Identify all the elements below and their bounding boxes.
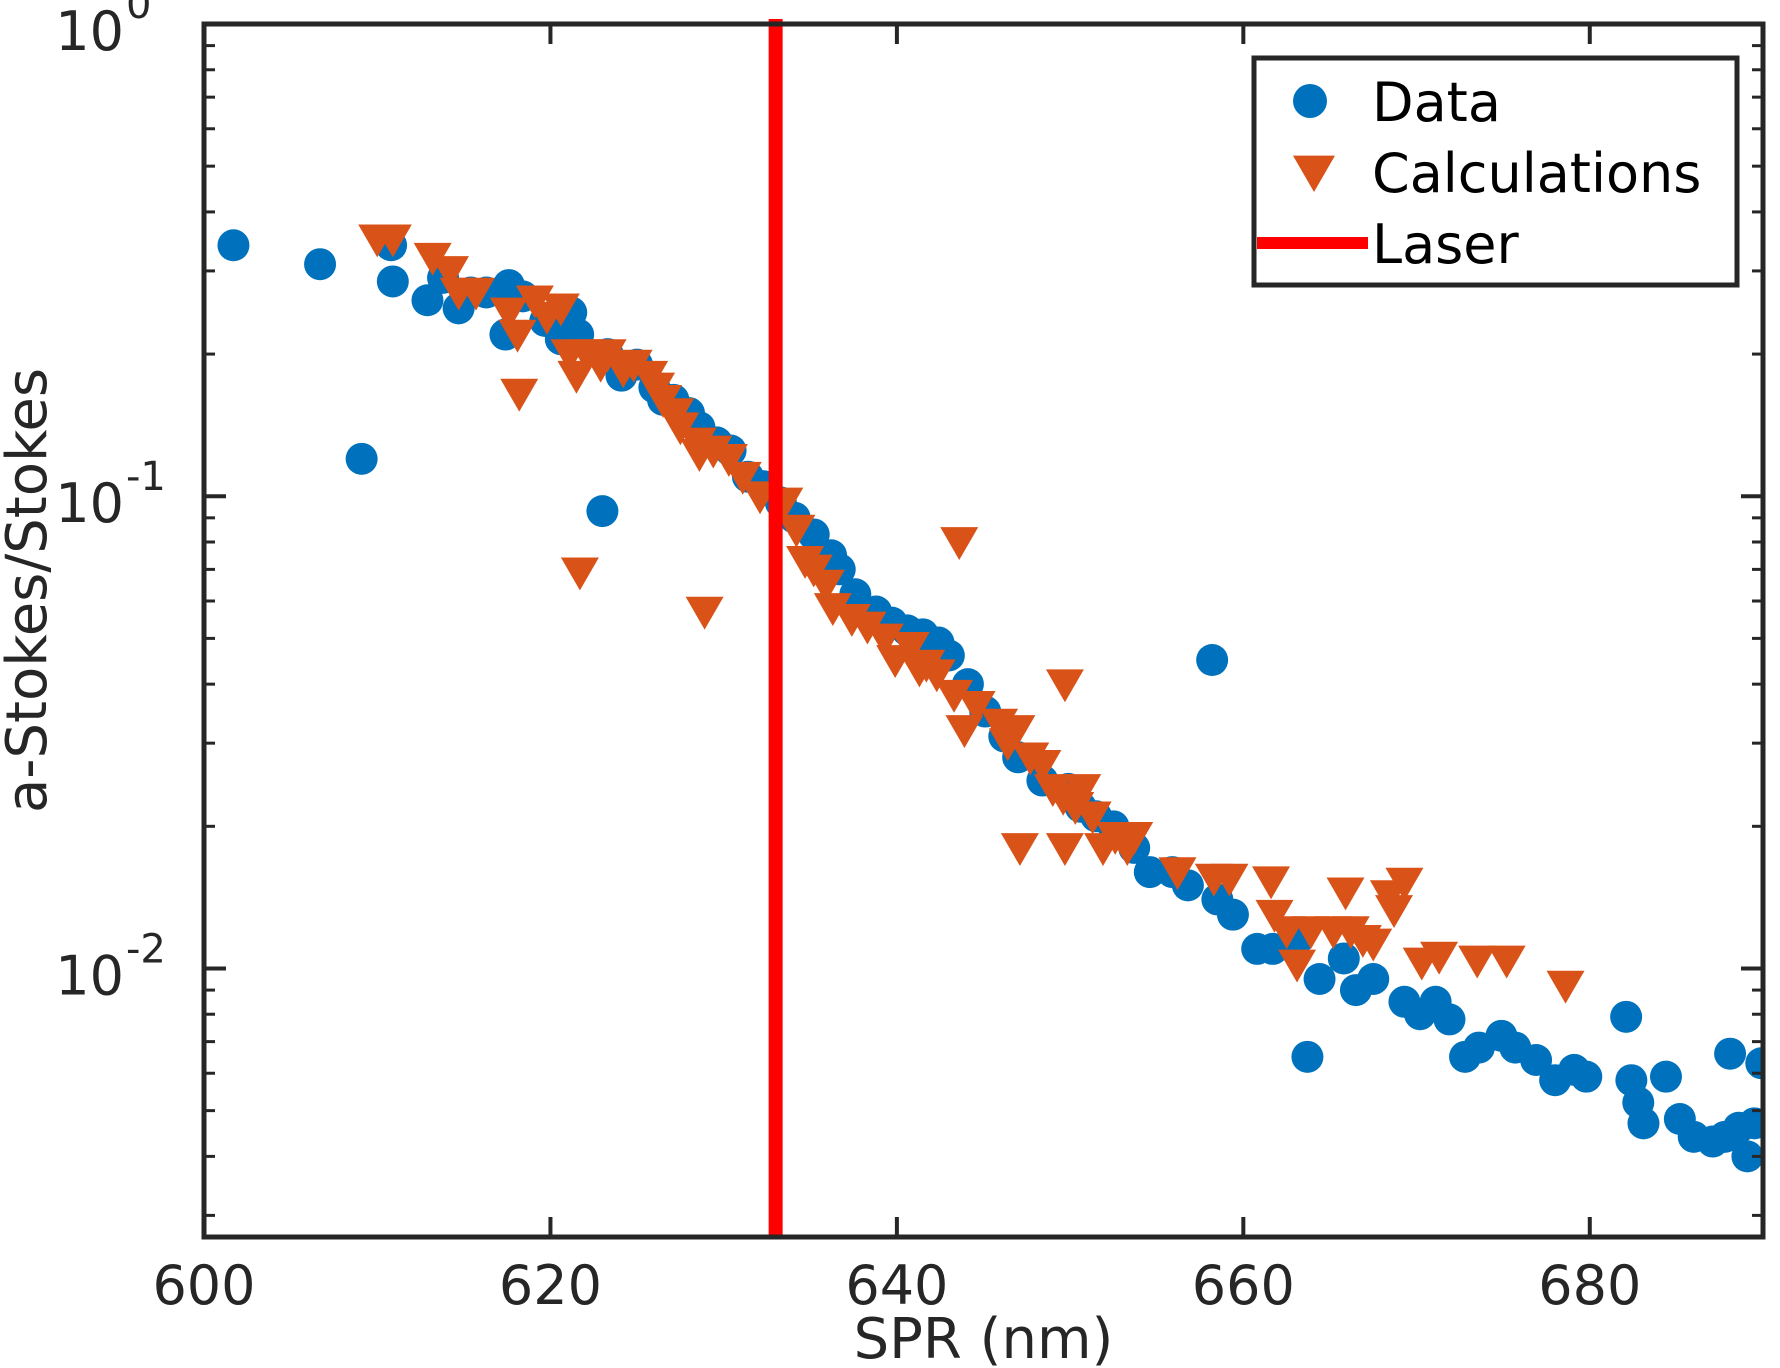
calculation-point [1000, 833, 1039, 866]
x-tick-label: 600 [152, 1254, 255, 1317]
calculation-point [935, 679, 974, 713]
data-point [586, 495, 619, 528]
x-tick-label: 660 [1192, 1254, 1295, 1317]
legend-calculations-label: Calculations [1372, 142, 1701, 205]
calculation-point [498, 319, 537, 353]
calculation-point [373, 224, 412, 258]
calculation-point [1375, 895, 1414, 929]
y-axis-label: a-Stokes/Stokes [0, 368, 60, 813]
legend-calculations-marker [1293, 155, 1335, 192]
calculation-point [1073, 801, 1112, 835]
data-point [1256, 932, 1289, 965]
y-tick-exponent: 0 [126, 0, 151, 28]
data-point [304, 248, 337, 281]
calculation-point [500, 378, 539, 412]
calculation-point [1354, 928, 1393, 962]
x-axis-label: SPR (nm) [854, 1307, 1114, 1368]
y-tick-label: 10 [55, 472, 124, 535]
x-tick-label: 620 [499, 1254, 602, 1317]
data-point [1196, 644, 1229, 677]
y-tick-label: 10 [55, 0, 124, 63]
data-point [1745, 1047, 1763, 1080]
data-point [1303, 962, 1336, 995]
calculation-point [1023, 749, 1062, 783]
data-point [1520, 1043, 1553, 1076]
calculation-point [917, 659, 956, 693]
calculation-point [560, 557, 599, 591]
data-point [1731, 1140, 1763, 1173]
data-point [1433, 1003, 1466, 1036]
calculation-point [1267, 916, 1306, 950]
calculation-point [865, 623, 904, 657]
data-point [1570, 1060, 1603, 1093]
calculation-point [430, 256, 469, 289]
calculation-point [1158, 857, 1197, 891]
x-axis: 600 620 640 660 680 [152, 24, 1641, 1317]
data-point [1216, 898, 1249, 931]
data-point [411, 284, 444, 317]
data-point [1627, 1107, 1660, 1140]
data-point [217, 229, 250, 262]
calculation-point [709, 444, 748, 477]
y-tick-exponent: -2 [126, 926, 166, 972]
calculation-point [1326, 877, 1365, 911]
calculation-point [1252, 866, 1291, 900]
data-point [345, 442, 378, 475]
calculation-point [1458, 945, 1497, 979]
calculation-point [940, 527, 979, 561]
y-tick-label: 10 [55, 944, 124, 1007]
y-tick-exponent: -1 [126, 454, 166, 500]
x-tick-label: 640 [845, 1254, 948, 1317]
data-point [1649, 1060, 1682, 1093]
data-point [1133, 856, 1166, 889]
calculation-point [1420, 941, 1459, 975]
calculation-point [945, 715, 984, 748]
calculation-point [1546, 970, 1585, 1004]
data-layer [217, 224, 1763, 1173]
data-point [1327, 942, 1360, 975]
calculation-point [456, 277, 495, 311]
legend-data-label: Data [1372, 71, 1501, 134]
calculation-point [997, 715, 1036, 748]
calculation-point [777, 514, 816, 548]
calculation-point [1115, 822, 1154, 855]
calculation-point [1385, 867, 1424, 901]
calculation-point [1278, 949, 1317, 983]
legend: Data Calculations Laser [1251, 55, 1740, 288]
calculation-point [813, 593, 852, 627]
data-point [1610, 1000, 1643, 1033]
x-tick-label: 680 [1538, 1254, 1641, 1317]
calculation-point [541, 293, 580, 327]
data-point [376, 265, 409, 298]
data-point [1291, 1040, 1324, 1073]
calculation-point [891, 631, 930, 665]
calculation-point [957, 690, 996, 724]
legend-data-marker [1293, 84, 1327, 118]
plot-frame [201, 21, 1766, 1240]
calculation-point [1487, 945, 1526, 979]
calculation-point [1045, 669, 1084, 703]
calculation-point [1063, 774, 1102, 807]
legend-laser-label: Laser [1372, 213, 1520, 276]
calculation-point [1210, 863, 1249, 897]
data-point [1738, 1107, 1763, 1140]
calculation-point [1045, 833, 1084, 866]
data-point [1714, 1037, 1747, 1070]
calculation-point [489, 297, 528, 331]
calculation-point [694, 435, 733, 469]
calculation-point [806, 569, 845, 603]
calculation-point [848, 611, 887, 645]
calculation-point [723, 461, 762, 495]
calculation-point [413, 242, 452, 276]
calculation-point [685, 596, 724, 630]
data-point [1357, 962, 1390, 995]
